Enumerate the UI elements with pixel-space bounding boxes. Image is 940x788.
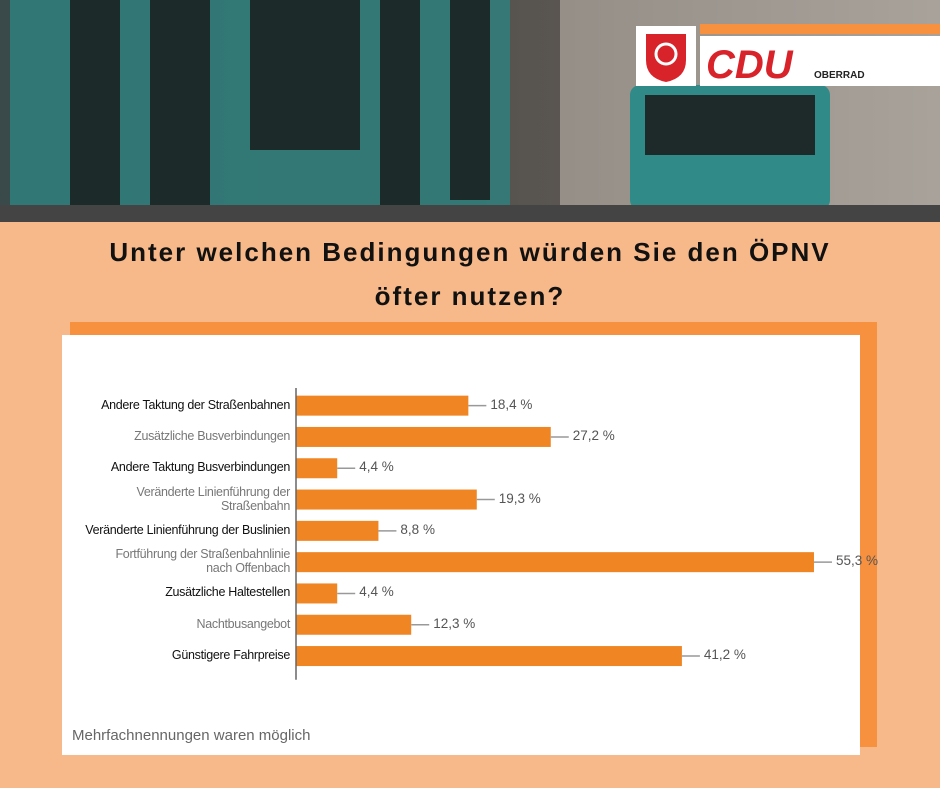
bar (296, 583, 338, 604)
bar (296, 426, 551, 447)
bar (296, 520, 379, 541)
category-label: Andere Taktung der Straßenbahnen (101, 397, 290, 412)
bar (296, 614, 412, 635)
category-label: Zusätzliche Haltestellen (165, 585, 290, 600)
bar (296, 395, 469, 416)
category-label: Andere Taktung Busverbindungen (110, 460, 290, 475)
footnote: Mehrfachnennungen waren möglich (72, 727, 311, 744)
logo: CDU OBERRAD (636, 24, 940, 87)
bar (296, 646, 682, 667)
category-label: Veränderte Linienführung der Buslinien (85, 522, 290, 537)
value-label: 19,3 % (498, 490, 541, 506)
logo-party: CDU (706, 43, 794, 87)
value-label: 8,8 % (400, 521, 435, 537)
category-label: Nachtbusangebot (196, 616, 291, 631)
value-label: 27,2 % (572, 427, 615, 443)
category-label: Zusätzliche Busverbindungen (134, 428, 290, 443)
category-label: Günstigere Fahrpreise (171, 648, 290, 663)
logo-district: OBERRAD (814, 70, 865, 81)
title: Unter welchen Bedingungen würden Sie den… (109, 237, 831, 311)
category-label: Fortführung der Straßenbahnlinie nach Of… (115, 547, 290, 576)
value-label: 18,4 % (490, 396, 533, 412)
value-label: 4,4 % (359, 584, 394, 600)
bar (296, 489, 477, 510)
value-label: 4,4 % (359, 459, 394, 475)
value-label: 55,3 % (835, 553, 878, 569)
bar (296, 552, 814, 573)
value-label: 12,3 % (433, 615, 476, 631)
category-label: Veränderte Linienführung der Straßenbahn (136, 484, 290, 513)
value-label: 41,2 % (703, 647, 746, 663)
bar (296, 458, 338, 479)
